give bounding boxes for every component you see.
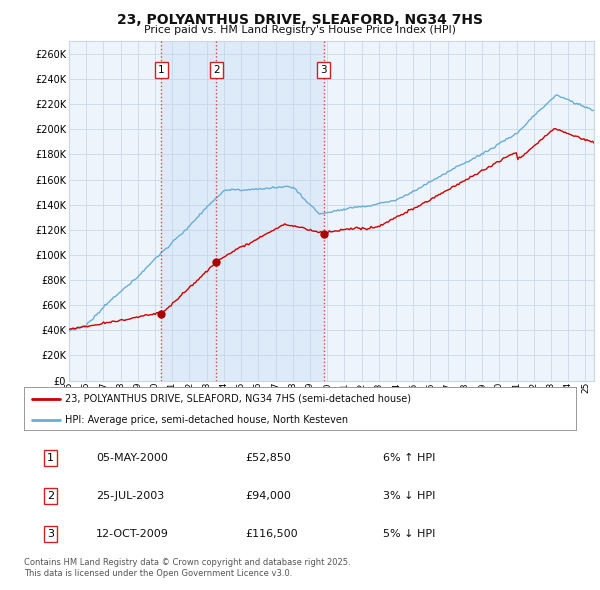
- Text: 1: 1: [158, 65, 165, 75]
- Text: 1: 1: [47, 453, 54, 463]
- Text: Contains HM Land Registry data © Crown copyright and database right 2025.
This d: Contains HM Land Registry data © Crown c…: [24, 558, 350, 578]
- Text: 25-JUL-2003: 25-JUL-2003: [96, 491, 164, 501]
- Text: 3: 3: [47, 529, 54, 539]
- Text: 05-MAY-2000: 05-MAY-2000: [96, 453, 167, 463]
- Text: 5% ↓ HPI: 5% ↓ HPI: [383, 529, 435, 539]
- Text: 23, POLYANTHUS DRIVE, SLEAFORD, NG34 7HS: 23, POLYANTHUS DRIVE, SLEAFORD, NG34 7HS: [117, 13, 483, 27]
- Text: £94,000: £94,000: [245, 491, 290, 501]
- Bar: [161, 41, 323, 381]
- Text: Price paid vs. HM Land Registry's House Price Index (HPI): Price paid vs. HM Land Registry's House …: [144, 25, 456, 35]
- Text: 2: 2: [213, 65, 220, 75]
- Text: 23, POLYANTHUS DRIVE, SLEAFORD, NG34 7HS (semi-detached house): 23, POLYANTHUS DRIVE, SLEAFORD, NG34 7HS…: [65, 394, 412, 404]
- Text: 3: 3: [320, 65, 327, 75]
- Text: 2: 2: [47, 491, 54, 501]
- Text: 6% ↑ HPI: 6% ↑ HPI: [383, 453, 435, 463]
- Text: £116,500: £116,500: [245, 529, 298, 539]
- Text: £52,850: £52,850: [245, 453, 290, 463]
- Text: 12-OCT-2009: 12-OCT-2009: [96, 529, 169, 539]
- Text: HPI: Average price, semi-detached house, North Kesteven: HPI: Average price, semi-detached house,…: [65, 415, 349, 425]
- Text: 3% ↓ HPI: 3% ↓ HPI: [383, 491, 435, 501]
